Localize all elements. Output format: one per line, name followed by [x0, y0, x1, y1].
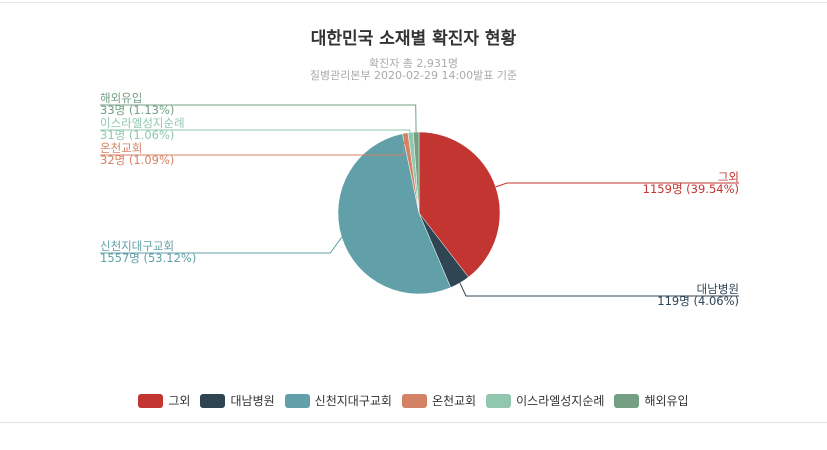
bottom-border	[0, 422, 827, 423]
slice-label-value: 31명 (1.06%)	[100, 128, 174, 142]
chart-title: 대한민국 소재별 확진자 현황	[310, 29, 517, 49]
legend-item-israel-pilgrimage[interactable]: 이스라엘성지순례	[486, 392, 604, 409]
legend-label: 이스라엘성지순례	[516, 394, 605, 408]
pie-slice[interactable]	[418, 131, 501, 278]
chart-subtitle-source: 질병관리본부 2020-02-29 14:00발표 기준	[309, 69, 518, 82]
legend-item-overseas[interactable]: 해외유입	[614, 392, 689, 409]
legend-item-shincheonji[interactable]: 신천지대구교회	[284, 392, 392, 409]
pie-slice[interactable]	[337, 133, 452, 295]
legend-swatch	[401, 393, 427, 408]
label-leader-line	[100, 236, 343, 254]
label-leader-line	[100, 133, 406, 156]
label-leader-line	[100, 104, 417, 133]
legend-item-etc[interactable]: 그외	[138, 392, 190, 409]
legend-item-daenam-hospital[interactable]: 대남병원	[200, 392, 275, 409]
slice-label-name: 온천교회	[100, 141, 142, 155]
label-leader-line	[495, 182, 739, 188]
slice-label-value: 119명 (4.06%)	[657, 294, 739, 308]
slice-label-name: 해외유입	[100, 91, 142, 105]
legend-swatch	[200, 393, 226, 408]
slice-label-value: 33명 (1.13%)	[100, 103, 174, 117]
slice-label-name: 대남병원	[697, 282, 739, 296]
top-border	[0, 2, 827, 3]
legend-swatch	[284, 393, 310, 408]
legend-swatch	[614, 393, 640, 408]
slice-label-value: 32명 (1.09%)	[100, 153, 174, 167]
chart-legend: 그외 대남병원 신천지대구교회 온천교회 이스라엘성지순례 해외유입	[0, 392, 827, 409]
legend-label: 온천교회	[431, 394, 477, 408]
slice-label-value: 1159명 (39.54%)	[643, 182, 739, 196]
chart-subtitle-total: 확진자 총 2,931명	[368, 57, 459, 70]
legend-item-oncheon-church[interactable]: 온천교회	[401, 392, 477, 409]
label-leader-line	[100, 129, 412, 133]
slice-label-name: 이스라엘성지순례	[100, 116, 185, 130]
legend-label: 대남병원	[230, 394, 275, 408]
legend-label: 그외	[168, 394, 191, 408]
label-leader-line	[459, 282, 739, 297]
legend-label: 신천지대구교회	[314, 394, 392, 408]
slice-label-name: 신천지대구교회	[100, 239, 174, 253]
slice-label-name: 그외	[718, 170, 739, 184]
legend-swatch	[138, 393, 164, 408]
legend-swatch	[486, 393, 512, 408]
legend-label: 해외유입	[644, 394, 689, 408]
slice-label-value: 1557명 (53.12%)	[100, 251, 196, 265]
